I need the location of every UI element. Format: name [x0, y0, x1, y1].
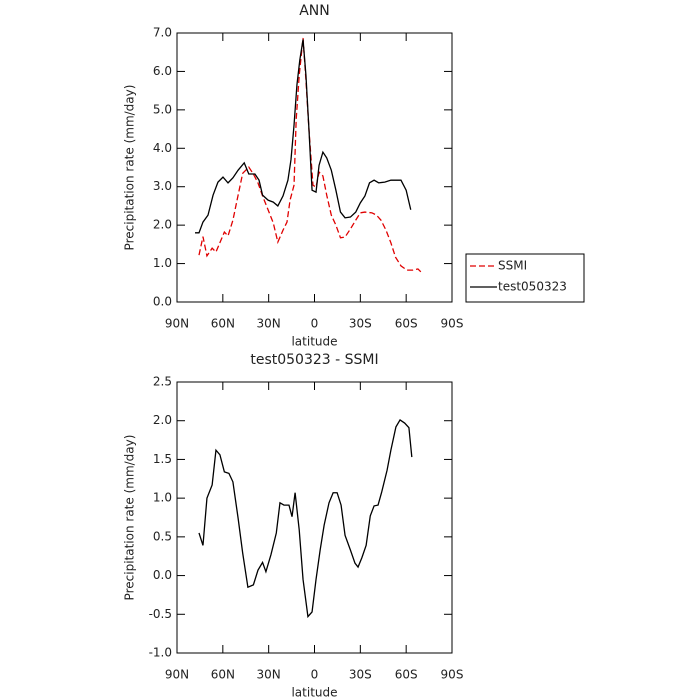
x-tick-label: 30S [349, 668, 372, 682]
x-tick-label: 90N [165, 668, 189, 682]
y-tick-label: 2.0 [153, 218, 172, 232]
y-tick-label: 5.0 [153, 102, 172, 116]
x-tick-label: 90N [165, 317, 189, 331]
y-tick-label: 6.0 [153, 64, 172, 78]
x-tick-label: 0 [311, 668, 319, 682]
x-tick-label: 60N [211, 668, 235, 682]
legend-label: SSMI [498, 259, 527, 273]
y-tick-label: 0.0 [153, 568, 172, 582]
x-tick-label: 0 [311, 317, 319, 331]
y-tick-label: 2.5 [153, 375, 172, 389]
chart-title: ANN [299, 3, 330, 19]
chart-title: test050323 - SSMI [250, 352, 378, 368]
y-tick-label: 7.0 [153, 26, 172, 40]
y-tick-label: 1.0 [153, 491, 172, 505]
x-tick-label: 60S [395, 317, 418, 331]
x-tick-label: 90S [441, 317, 464, 331]
y-tick-label: -0.5 [149, 607, 172, 621]
x-tick-label: 90S [441, 668, 464, 682]
plot-frame [176, 32, 453, 303]
data-line [198, 37, 424, 275]
data-line [195, 39, 412, 234]
y-tick-label: 1.5 [153, 452, 172, 466]
y-axis-label: Precipitation rate (mm/day) [123, 85, 137, 251]
y-tick-label: 4.0 [153, 141, 172, 155]
x-tick-label: 30N [257, 668, 281, 682]
y-tick-label: 0.5 [153, 529, 172, 543]
y-tick-label: 1.0 [153, 256, 172, 270]
y-tick-label: 0.0 [153, 295, 172, 309]
y-tick-label: 3.0 [153, 179, 172, 193]
x-tick-label: 60N [211, 317, 235, 331]
data-line [198, 419, 413, 619]
x-axis-label: latitude [291, 686, 337, 700]
y-axis-label: Precipitation rate (mm/day) [123, 435, 137, 601]
legend-label: test050323 [498, 280, 567, 294]
legend-box [465, 253, 585, 303]
x-axis-label: latitude [291, 335, 337, 349]
x-tick-label: 60S [395, 668, 418, 682]
plot-frame [176, 381, 453, 654]
x-tick-label: 30S [349, 317, 372, 331]
y-tick-label: -1.0 [149, 646, 172, 660]
y-tick-label: 2.0 [153, 413, 172, 427]
x-tick-label: 30N [257, 317, 281, 331]
